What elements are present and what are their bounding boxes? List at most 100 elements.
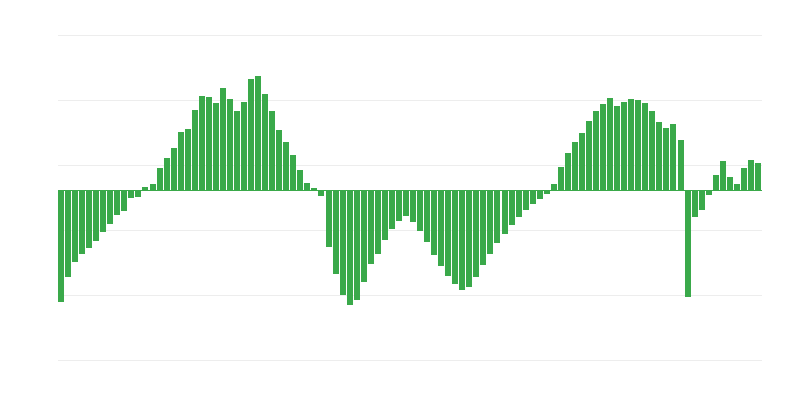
bar <box>571 142 578 190</box>
bar <box>388 190 395 230</box>
bar <box>515 190 522 217</box>
bar <box>557 167 564 190</box>
bar <box>212 102 219 190</box>
bar <box>628 99 635 190</box>
bar <box>170 147 177 190</box>
bar <box>360 190 367 282</box>
bar <box>93 190 100 241</box>
bar <box>156 167 163 190</box>
bar <box>248 79 255 190</box>
bar <box>494 190 501 244</box>
bar <box>543 190 550 195</box>
bar <box>311 187 318 190</box>
bar <box>142 187 149 190</box>
bar <box>417 190 424 232</box>
bar <box>276 129 283 190</box>
bar <box>487 190 494 255</box>
bar <box>719 161 726 190</box>
bar <box>191 110 198 190</box>
bar <box>712 174 719 190</box>
bar <box>58 190 64 302</box>
gridline <box>58 100 762 101</box>
bar <box>607 98 614 190</box>
bar <box>578 133 585 190</box>
bar <box>114 190 121 215</box>
bar <box>586 120 592 190</box>
bar <box>621 102 628 190</box>
bar <box>684 190 691 298</box>
bar <box>269 111 276 190</box>
bar <box>297 170 304 190</box>
bar <box>656 121 663 190</box>
gridline <box>58 360 762 361</box>
bar <box>726 176 733 190</box>
bar <box>438 190 445 267</box>
bar <box>649 111 656 190</box>
bar <box>135 190 142 197</box>
gridline <box>58 230 762 231</box>
bar <box>325 190 332 247</box>
bar <box>480 190 487 266</box>
bar <box>374 190 381 255</box>
bar <box>670 123 677 190</box>
bar <box>234 110 240 190</box>
bar <box>353 190 360 300</box>
bar <box>86 190 93 248</box>
bar <box>600 104 607 190</box>
zero-baseline <box>58 190 762 191</box>
bar <box>339 190 346 295</box>
bar <box>346 190 353 305</box>
bar <box>128 190 135 198</box>
gridline <box>58 295 762 296</box>
bar <box>452 190 459 285</box>
bar <box>402 190 409 217</box>
bar <box>100 190 107 233</box>
bar <box>262 93 269 190</box>
bar <box>593 111 600 190</box>
bar <box>747 160 754 190</box>
bar <box>733 183 740 190</box>
bar <box>332 190 339 274</box>
bar <box>395 190 402 221</box>
bar <box>149 183 156 190</box>
bar <box>459 190 466 290</box>
bar <box>318 190 325 197</box>
bar <box>508 190 515 226</box>
bar <box>522 190 529 210</box>
bar <box>177 132 184 190</box>
bar <box>283 142 290 190</box>
bar <box>642 103 649 190</box>
bar <box>226 99 233 190</box>
bar <box>205 97 212 190</box>
bar <box>163 157 170 190</box>
bar <box>677 140 684 190</box>
bar <box>691 190 698 217</box>
bar <box>501 190 508 235</box>
gridline <box>58 165 762 166</box>
bar <box>367 190 374 264</box>
bar <box>381 190 388 240</box>
bar <box>219 87 226 190</box>
bar <box>635 100 642 190</box>
bar <box>290 154 297 190</box>
bar <box>304 182 311 190</box>
bar <box>410 190 416 223</box>
bar <box>79 190 86 255</box>
bar <box>424 190 431 242</box>
bar <box>473 190 480 277</box>
bar <box>431 190 438 255</box>
bar <box>466 190 473 288</box>
bar <box>740 168 747 190</box>
bar <box>529 190 536 205</box>
bar <box>550 183 557 190</box>
bar <box>754 163 761 190</box>
bar <box>614 106 621 190</box>
gridline <box>58 35 762 36</box>
bar <box>698 190 705 210</box>
bar <box>121 190 128 211</box>
bar <box>445 190 452 276</box>
bar <box>255 76 262 190</box>
